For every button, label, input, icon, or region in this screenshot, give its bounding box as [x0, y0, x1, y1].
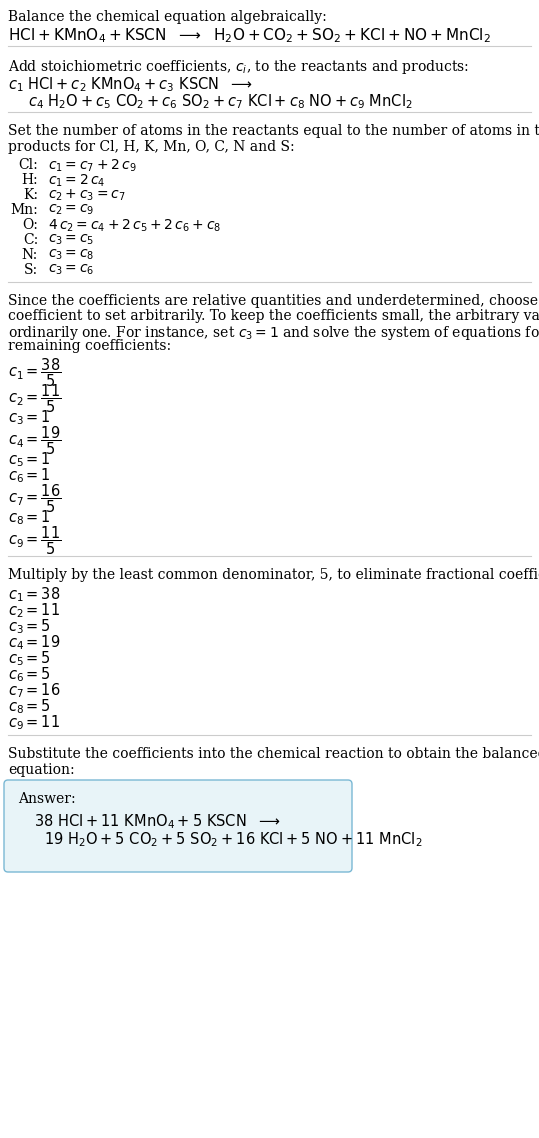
Text: $c_4 = \dfrac{19}{5}$: $c_4 = \dfrac{19}{5}$ [8, 424, 61, 456]
Text: Balance the chemical equation algebraically:: Balance the chemical equation algebraica… [8, 10, 327, 24]
Text: $c_1 = 38$: $c_1 = 38$ [8, 585, 60, 603]
Text: S:: S: [24, 263, 38, 277]
Text: $\mathregular{HCl + KMnO_4 + KSCN}\ \ \longrightarrow\ \ \mathregular{H_2O + CO_: $\mathregular{HCl + KMnO_4 + KSCN}\ \ \l… [8, 26, 491, 44]
Text: $c_3 = c_5$: $c_3 = c_5$ [48, 233, 94, 247]
Text: $4\,c_2 = c_4 + 2\,c_5 + 2\,c_6 + c_8$: $4\,c_2 = c_4 + 2\,c_5 + 2\,c_6 + c_8$ [48, 218, 222, 234]
Text: Add stoichiometric coefficients, $c_i$, to the reactants and products:: Add stoichiometric coefficients, $c_i$, … [8, 58, 469, 76]
Text: $c_2 = 11$: $c_2 = 11$ [8, 601, 60, 620]
Text: $c_8 = 1$: $c_8 = 1$ [8, 508, 51, 527]
Text: $c_3 = c_6$: $c_3 = c_6$ [48, 263, 94, 278]
Text: $c_2 = \dfrac{11}{5}$: $c_2 = \dfrac{11}{5}$ [8, 382, 61, 414]
Text: Substitute the coefficients into the chemical reaction to obtain the balanced: Substitute the coefficients into the che… [8, 747, 539, 761]
FancyBboxPatch shape [4, 780, 352, 872]
Text: $c_8 = 5$: $c_8 = 5$ [8, 696, 51, 716]
Text: remaining coefficients:: remaining coefficients: [8, 339, 171, 353]
Text: $c_6 = 1$: $c_6 = 1$ [8, 465, 51, 485]
Text: $c_1 = 2\,c_4$: $c_1 = 2\,c_4$ [48, 173, 106, 189]
Text: $c_5 = 1$: $c_5 = 1$ [8, 450, 51, 469]
Text: $c_6 = 5$: $c_6 = 5$ [8, 665, 51, 684]
Text: $c_3 = c_8$: $c_3 = c_8$ [48, 248, 94, 263]
Text: Since the coefficients are relative quantities and underdetermined, choose a: Since the coefficients are relative quan… [8, 294, 539, 308]
Text: coefficient to set arbitrarily. To keep the coefficients small, the arbitrary va: coefficient to set arbitrarily. To keep … [8, 310, 539, 323]
Text: $c_1 = \dfrac{38}{5}$: $c_1 = \dfrac{38}{5}$ [8, 356, 61, 388]
Text: $c_9 = 11$: $c_9 = 11$ [8, 714, 60, 732]
Text: Multiply by the least common denominator, 5, to eliminate fractional coefficient: Multiply by the least common denominator… [8, 568, 539, 582]
Text: $c_4\ \mathregular{H_2O} + c_5\ \mathregular{CO_2} + c_6\ \mathregular{SO_2} + c: $c_4\ \mathregular{H_2O} + c_5\ \mathreg… [28, 92, 413, 110]
Text: $c_1 = c_7 + 2\,c_9$: $c_1 = c_7 + 2\,c_9$ [48, 158, 137, 174]
Text: $38\ \mathregular{HCl} + 11\ \mathregular{KMnO_4} + 5\ \mathregular{KSCN}\ \ \lo: $38\ \mathregular{HCl} + 11\ \mathregula… [34, 813, 281, 831]
Text: Cl:: Cl: [18, 158, 38, 172]
Text: $c_2 + c_3 = c_7$: $c_2 + c_3 = c_7$ [48, 188, 126, 204]
Text: $c_4 = 19$: $c_4 = 19$ [8, 633, 60, 652]
Text: equation:: equation: [8, 762, 74, 777]
Text: Answer:: Answer: [18, 792, 75, 806]
Text: $c_2 = c_9$: $c_2 = c_9$ [48, 203, 94, 217]
Text: H:: H: [22, 173, 38, 187]
Text: N:: N: [22, 248, 38, 262]
Text: K:: K: [23, 188, 38, 203]
Text: $19\ \mathregular{H_2O} + 5\ \mathregular{CO_2} + 5\ \mathregular{SO_2} + 16\ \m: $19\ \mathregular{H_2O} + 5\ \mathregula… [44, 830, 423, 849]
Text: O:: O: [22, 218, 38, 232]
Text: Set the number of atoms in the reactants equal to the number of atoms in the: Set the number of atoms in the reactants… [8, 124, 539, 138]
Text: C:: C: [23, 233, 38, 247]
Text: $c_7 = 16$: $c_7 = 16$ [8, 681, 60, 700]
Text: $c_7 = \dfrac{16}{5}$: $c_7 = \dfrac{16}{5}$ [8, 483, 61, 514]
Text: $c_9 = \dfrac{11}{5}$: $c_9 = \dfrac{11}{5}$ [8, 523, 61, 556]
Text: Mn:: Mn: [10, 203, 38, 217]
Text: $c_5 = 5$: $c_5 = 5$ [8, 649, 51, 668]
Text: products for Cl, H, K, Mn, O, C, N and S:: products for Cl, H, K, Mn, O, C, N and S… [8, 140, 295, 154]
Text: $c_3 = 5$: $c_3 = 5$ [8, 617, 51, 636]
Text: $c_3 = 1$: $c_3 = 1$ [8, 409, 51, 427]
Text: $c_1\ \mathregular{HCl} + c_2\ \mathregular{KMnO_4} + c_3\ \mathregular{KSCN}\ \: $c_1\ \mathregular{HCl} + c_2\ \mathregu… [8, 75, 253, 93]
Text: ordinarily one. For instance, set $c_3 = 1$ and solve the system of equations fo: ordinarily one. For instance, set $c_3 =… [8, 324, 539, 343]
